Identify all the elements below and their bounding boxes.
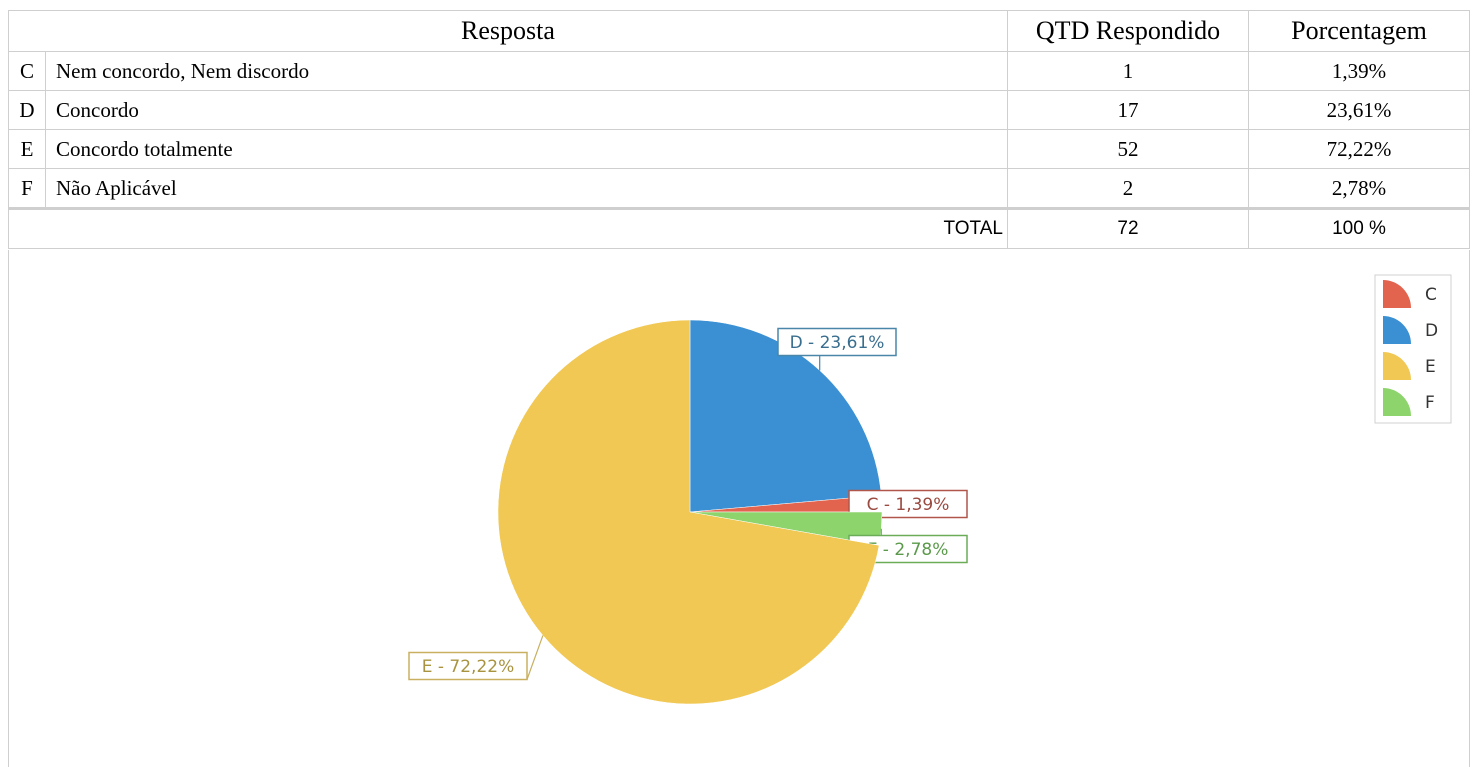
leader-line (526, 635, 544, 680)
count: 1 (1007, 51, 1249, 91)
legend-icon (1383, 352, 1411, 380)
slice-label: F - 2,78% (868, 540, 949, 560)
legend-label: C (1425, 285, 1437, 305)
pie-slice (689, 319, 882, 513)
legend-icon (1383, 280, 1411, 308)
pie-slice (497, 319, 880, 705)
header-cell: Resposta (8, 10, 1008, 52)
label-box (777, 327, 897, 357)
header-cell: Porcentagem (1248, 10, 1470, 52)
legend-icon (1383, 316, 1411, 344)
legend-label: E (1425, 357, 1436, 377)
letter: D (8, 90, 46, 130)
slice-label: C - 1,39% (867, 495, 950, 515)
row: E Concordo totalmente 52 72,22% (8, 129, 1470, 169)
letter: F (8, 168, 46, 209)
header-row: Resposta QTD Respondido Porcentagem (8, 10, 1470, 52)
legend-label: F (1425, 393, 1435, 413)
slice-label: E - 72,22% (422, 657, 515, 677)
results-table: Resposta QTD Respondido Porcentagem C Nem… (8, 10, 1470, 249)
count: 17 (1007, 90, 1249, 130)
percent: 2,78% (1248, 168, 1470, 209)
total-percent: 100 % (1248, 207, 1470, 249)
row: F Não Aplicável 2 2,78% (8, 168, 1470, 209)
answer: Concordo totalmente (45, 129, 1008, 169)
total-row: TOTAL 72 100 % (8, 207, 1470, 249)
chart-area (8, 250, 1470, 767)
percent: 72,22% (1248, 129, 1470, 169)
legend-label: D (1425, 321, 1438, 341)
percent: 23,61% (1248, 90, 1470, 130)
legend-icon (1383, 388, 1411, 416)
label-box (408, 651, 528, 681)
total-label: TOTAL (8, 207, 1008, 249)
slice-label: D - 23,61% (790, 333, 885, 353)
total-count: 72 (1007, 207, 1249, 249)
header-cell: QTD Respondido (1007, 10, 1249, 52)
answer: Concordo (45, 90, 1008, 130)
row: D Concordo 17 23,61% (8, 90, 1470, 130)
